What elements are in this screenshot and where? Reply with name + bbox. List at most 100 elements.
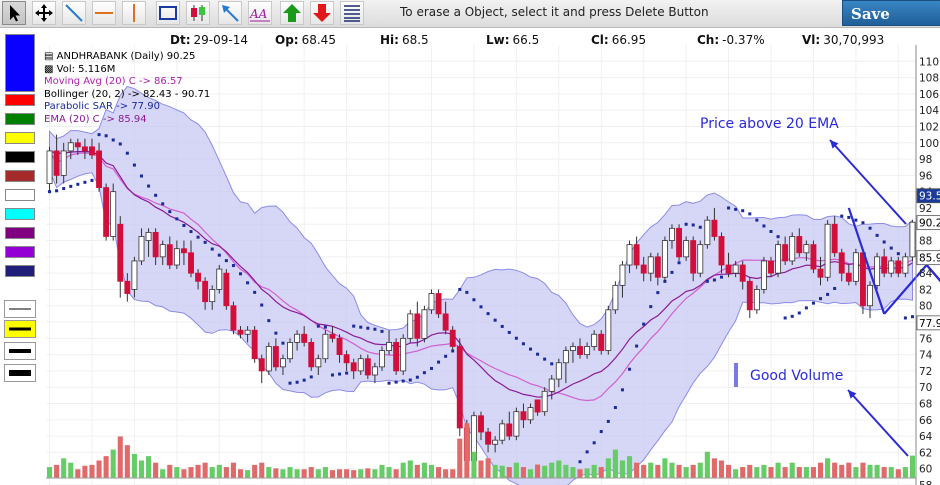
volume-bar xyxy=(584,468,590,478)
sar-dot xyxy=(635,344,639,348)
candle-tool[interactable] xyxy=(186,1,210,25)
color-swatch-navy[interactable] xyxy=(5,265,35,277)
volume-bar xyxy=(400,462,406,478)
horizontal-line-tool[interactable] xyxy=(92,1,116,25)
sar-dot xyxy=(741,209,745,213)
candle-up xyxy=(386,342,392,351)
volume-bar xyxy=(61,458,67,478)
arrow-good-volume-head xyxy=(848,390,857,399)
price-tag-label: 90.2 xyxy=(919,218,940,230)
sar-dot xyxy=(203,240,207,244)
candle-down xyxy=(810,244,817,270)
candle-up xyxy=(555,362,562,380)
candle-up xyxy=(605,309,612,351)
sar-dot xyxy=(239,272,243,276)
volume-bar xyxy=(669,462,675,478)
candle-down xyxy=(202,280,209,303)
sar-dot xyxy=(529,347,533,351)
volume-bar xyxy=(75,469,81,478)
candle-down xyxy=(718,236,725,266)
annotation-price-above-ema[interactable]: Price above 20 EMA xyxy=(700,116,839,132)
pointer-tool[interactable] xyxy=(2,1,26,25)
color-swatch-cyan[interactable] xyxy=(5,208,35,220)
volume-bar xyxy=(273,468,279,478)
candle-up xyxy=(315,358,322,368)
vertical-line-tool[interactable] xyxy=(122,1,146,25)
line-thickness-4[interactable] xyxy=(4,364,36,382)
color-swatch-white[interactable] xyxy=(5,189,35,201)
save-image-button[interactable]: Save Image xyxy=(842,0,940,49)
candle-up xyxy=(379,350,385,368)
price-tick-label: 104 xyxy=(919,105,939,117)
lines-icon xyxy=(344,5,360,22)
price-tick-label: 110 xyxy=(919,56,939,68)
color-swatch-yellow[interactable] xyxy=(5,132,35,144)
sar-dot xyxy=(705,279,709,283)
color-swatch-brown[interactable] xyxy=(5,170,35,182)
sar-dot xyxy=(302,378,306,382)
sar-dot xyxy=(295,380,299,384)
arrow-good-volume xyxy=(847,389,909,457)
price-tick-label: 70 xyxy=(919,382,932,394)
volume-bar xyxy=(443,469,449,478)
sar-dot xyxy=(182,223,186,227)
rectangle-tool[interactable] xyxy=(156,1,180,25)
candle-up xyxy=(60,150,67,176)
color-swatch-green[interactable] xyxy=(5,113,35,125)
candle-up xyxy=(584,346,591,356)
volume-bar xyxy=(874,464,880,478)
volume-bar xyxy=(386,467,392,478)
color-swatch-violet[interactable] xyxy=(5,246,35,258)
sar-dot xyxy=(606,419,610,423)
candle-down xyxy=(329,333,336,339)
up-arrow-tool[interactable] xyxy=(280,1,304,25)
volume-bar xyxy=(549,462,555,478)
sar-dot xyxy=(719,275,723,279)
sar-dot xyxy=(762,224,766,228)
color-swatch-purple[interactable] xyxy=(5,227,35,239)
volume-bar xyxy=(131,453,137,478)
volume-bar xyxy=(485,458,491,478)
sar-dot xyxy=(373,327,377,331)
sar-dot xyxy=(210,247,214,251)
candle-up xyxy=(287,342,293,360)
color-swatch-black[interactable] xyxy=(5,151,35,163)
color-swatch-blue[interactable] xyxy=(5,34,35,92)
candle-down xyxy=(117,223,124,282)
sar-dot xyxy=(415,375,419,379)
sar-dot xyxy=(444,354,448,358)
info-volume: Vl: 30,70,993 xyxy=(802,33,885,47)
line-thickness-2[interactable] xyxy=(4,320,36,338)
trendline-tool[interactable] xyxy=(62,1,86,25)
price-tick-label: 96 xyxy=(919,170,933,182)
volume-bar xyxy=(450,469,456,478)
chart-area[interactable]: 1101081061041021009896949290888684828078… xyxy=(40,28,940,485)
sar-dot xyxy=(97,133,101,137)
volume-bar xyxy=(379,464,385,478)
candle-up xyxy=(874,256,881,286)
sar-dot xyxy=(451,349,455,353)
sar-dot xyxy=(790,314,794,318)
lines-tool[interactable] xyxy=(340,1,364,25)
annotation-good-volume[interactable]: Good Volume xyxy=(750,368,844,384)
candle-up xyxy=(492,439,499,445)
arrow-line-tool[interactable] xyxy=(218,1,242,25)
sar-dot xyxy=(493,318,497,322)
text-tool[interactable]: AA xyxy=(248,1,272,25)
volume-bar xyxy=(740,467,746,478)
volume-bar xyxy=(117,436,123,478)
price-tag xyxy=(916,215,940,231)
candle-down xyxy=(152,232,159,258)
sar-dot xyxy=(267,319,271,323)
move-tool[interactable] xyxy=(32,1,56,25)
candle-up xyxy=(46,150,53,184)
volume-bar xyxy=(96,460,102,478)
color-swatch-red[interactable] xyxy=(5,94,35,106)
sar-dot xyxy=(748,212,752,216)
candle-down xyxy=(195,272,202,282)
line-thickness-1[interactable] xyxy=(4,300,36,318)
down-arrow-tool[interactable] xyxy=(310,1,334,25)
volume-bar xyxy=(280,469,286,478)
candle-down xyxy=(435,293,442,315)
line-thickness-3[interactable] xyxy=(4,342,36,360)
